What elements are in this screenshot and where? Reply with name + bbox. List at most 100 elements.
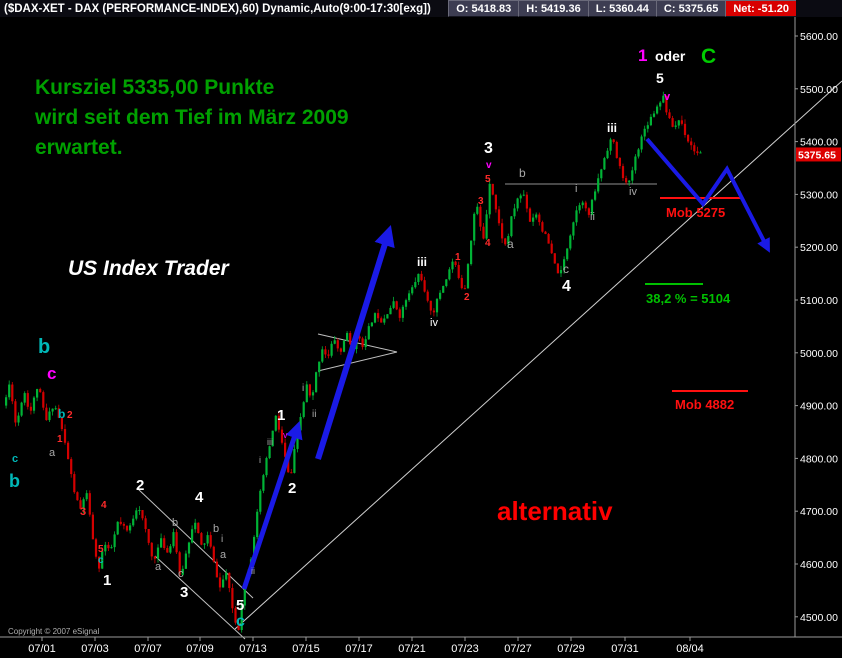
- wave-label: i: [575, 183, 577, 195]
- candle-body: [29, 406, 32, 411]
- wave-label: b: [38, 336, 50, 358]
- x-tick-label: 08/04: [676, 643, 704, 653]
- wave-label: c: [47, 364, 56, 383]
- y-tick-label: 5000.00: [800, 348, 838, 360]
- candle-body: [280, 429, 284, 443]
- x-tick-label: 07/13: [239, 643, 267, 653]
- candle-body: [460, 277, 463, 289]
- candle-body: [476, 206, 479, 214]
- wave-label: iii: [417, 255, 427, 269]
- candle-body: [497, 209, 501, 224]
- candle-body: [32, 397, 36, 411]
- candle-body: [172, 532, 175, 547]
- open-quote: O: 5418.83: [448, 0, 519, 17]
- chart-canvas[interactable]: Mob 5275 38,2 % = 5104 Mob 4882 Kursziel 53…: [0, 17, 842, 655]
- candle-body: [125, 525, 129, 531]
- us-index-trader: US Index Trader: [68, 257, 230, 280]
- candle-body: [311, 392, 315, 396]
- wave-label: 4: [562, 278, 571, 295]
- y-tick-label: 5400.00: [800, 137, 838, 149]
- price-chart-svg: Mob 5275 38,2 % = 5104 Mob 4882 Kursziel 53…: [0, 17, 842, 655]
- wave-label: c: [178, 568, 184, 580]
- wave-label: iii: [607, 121, 617, 135]
- candle-body: [538, 214, 541, 223]
- candle-body: [566, 248, 569, 260]
- x-tick-label: 07/01: [28, 643, 56, 653]
- candle-body: [42, 392, 45, 408]
- candle-body: [222, 579, 225, 588]
- y-tick-label: 5500.00: [800, 84, 838, 96]
- candle-body: [98, 556, 101, 569]
- candle-body: [318, 361, 321, 373]
- candle-body: [187, 542, 191, 554]
- alternativ-label: alternativ: [497, 496, 613, 526]
- high-quote: H: 5419.36: [518, 0, 588, 17]
- chart-titlebar[interactable]: ($DAX-XET - DAX (PERFORMANCE-INDEX),60) …: [0, 0, 842, 17]
- x-tick-label: 07/15: [292, 643, 320, 653]
- kursziel-note: wird seit dem Tief im März 2009: [34, 106, 349, 129]
- wave-label: c: [236, 613, 245, 630]
- candle-body: [383, 318, 386, 323]
- last-price-tag: [796, 147, 841, 162]
- candle-body: [442, 286, 445, 293]
- wave-label: c: [12, 453, 18, 465]
- candle-body: [330, 343, 333, 356]
- candle-body: [277, 415, 280, 430]
- wave-label: 4: [195, 489, 204, 506]
- candle-body: [39, 389, 42, 393]
- candle-body: [333, 340, 336, 344]
- candle-body: [535, 214, 538, 218]
- candle-body: [556, 263, 559, 274]
- candle-body: [138, 510, 141, 512]
- candle-body: [175, 532, 178, 553]
- x-tick-label: 07/17: [345, 643, 373, 653]
- candle-body: [26, 393, 29, 407]
- wave-label: i: [259, 455, 261, 465]
- candle-body: [321, 349, 324, 362]
- candle-body: [516, 198, 519, 209]
- candle-body: [501, 223, 504, 239]
- wave-label: 3: [80, 506, 86, 518]
- candle-body: [104, 544, 107, 552]
- candle-body: [36, 389, 39, 398]
- candle-body: [197, 522, 200, 534]
- candle-body: [587, 208, 590, 215]
- candle-body: [606, 150, 609, 159]
- trendline: [234, 80, 842, 630]
- candle-body: [507, 236, 510, 245]
- candle-body: [631, 170, 634, 181]
- candle-body: [699, 152, 702, 154]
- wave-label: c: [98, 555, 104, 566]
- candle-body: [101, 551, 104, 569]
- candle-body: [457, 264, 460, 278]
- x-tick-label: 07/09: [186, 643, 214, 653]
- candle-body: [206, 535, 209, 544]
- candle-body: [411, 287, 414, 294]
- candle-body: [423, 280, 426, 292]
- wave-label: 5: [98, 544, 104, 555]
- candle-body: [147, 529, 150, 543]
- candle-body: [528, 208, 532, 222]
- candle-body: [8, 384, 11, 398]
- candle-body: [491, 183, 494, 195]
- low-quote: L: 5360.44: [587, 0, 656, 17]
- candle-body: [268, 446, 271, 459]
- wave-label: v: [283, 430, 288, 440]
- candle-body: [299, 416, 302, 431]
- candle-body: [302, 402, 305, 417]
- candle-body: [70, 459, 73, 475]
- candle-body: [504, 238, 507, 245]
- candle-body: [265, 458, 268, 476]
- kursziel-note: Kursziel 5335,00 Punkte: [35, 76, 274, 99]
- chart-background: [0, 17, 842, 653]
- candle-body: [448, 269, 451, 280]
- candle-body: [640, 136, 643, 150]
- wave-label: 5: [236, 597, 244, 614]
- candle-body: [240, 605, 243, 631]
- candle-body: [674, 125, 677, 127]
- wave-label: oder: [655, 48, 686, 64]
- candle-body: [290, 472, 293, 474]
- candle-body: [687, 135, 690, 142]
- wave-label: iii: [267, 437, 273, 447]
- y-tick-label: 4700.00: [800, 506, 838, 518]
